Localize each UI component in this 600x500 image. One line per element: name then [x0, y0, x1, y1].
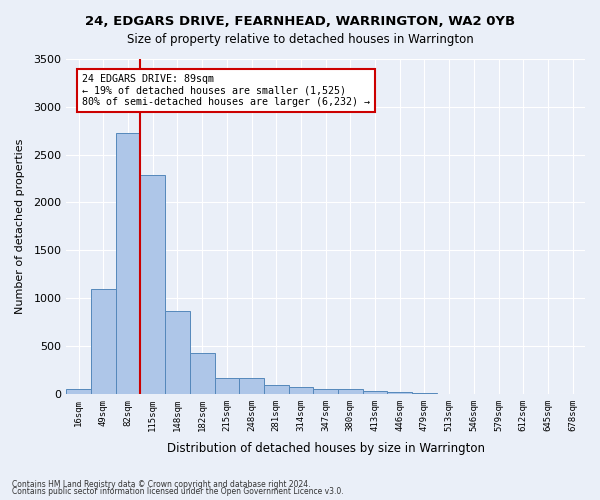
Bar — [289, 387, 313, 394]
Bar — [215, 378, 239, 394]
Bar — [140, 174, 165, 394]
Bar — [313, 388, 338, 394]
Bar — [67, 388, 91, 394]
Text: Contains public sector information licensed under the Open Government Licence v3: Contains public sector information licen… — [12, 487, 344, 496]
Bar — [91, 288, 116, 394]
Bar — [388, 392, 412, 394]
Text: 24 EDGARS DRIVE: 89sqm
← 19% of detached houses are smaller (1,525)
80% of semi-: 24 EDGARS DRIVE: 89sqm ← 19% of detached… — [82, 74, 370, 108]
Bar — [190, 352, 215, 394]
Text: Contains HM Land Registry data © Crown copyright and database right 2024.: Contains HM Land Registry data © Crown c… — [12, 480, 311, 489]
Bar — [264, 385, 289, 394]
Bar — [363, 391, 388, 394]
Bar — [116, 132, 140, 394]
Bar — [165, 310, 190, 394]
Y-axis label: Number of detached properties: Number of detached properties — [15, 138, 25, 314]
Bar — [338, 390, 363, 394]
X-axis label: Distribution of detached houses by size in Warrington: Distribution of detached houses by size … — [167, 442, 485, 455]
Text: 24, EDGARS DRIVE, FEARNHEAD, WARRINGTON, WA2 0YB: 24, EDGARS DRIVE, FEARNHEAD, WARRINGTON,… — [85, 15, 515, 28]
Bar — [239, 378, 264, 394]
Text: Size of property relative to detached houses in Warrington: Size of property relative to detached ho… — [127, 32, 473, 46]
